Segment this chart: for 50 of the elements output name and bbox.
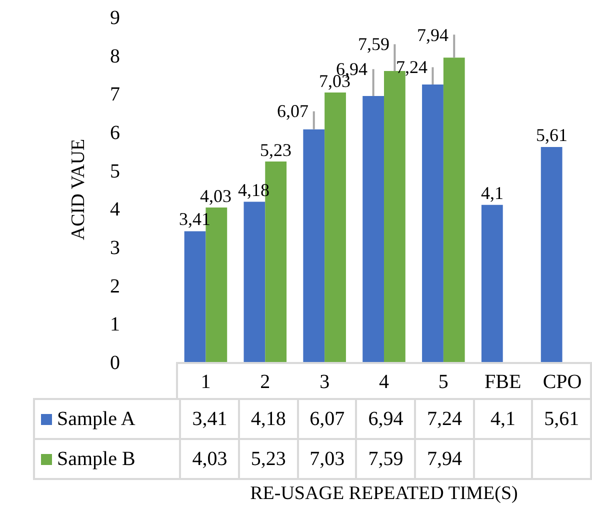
y-tick-label: 0 [110,352,120,374]
text: 6,07 [277,101,308,121]
y-tick-label: 9 [110,7,120,29]
x-tick-label: 3 [320,371,330,393]
data-label: 6,94 [356,399,416,439]
x-tick-label: 5 [438,371,448,393]
bar [324,92,346,362]
text: 5,61 [536,125,568,145]
data-label: 7,59 [356,439,416,479]
y-tick-label: 4 [110,198,120,221]
legend-label: Sample A [57,408,136,430]
text: 5,23 [260,140,292,160]
x-tick-label: 2 [260,371,270,393]
x-tick-label: 1 [200,371,211,393]
text: 7,24 [396,57,428,77]
bar [481,204,503,362]
bar [184,231,206,362]
y-tick-label: 8 [110,45,120,68]
data-label: 4,1 [474,399,532,439]
y-tick-label: 1 [110,314,120,336]
bar [422,84,444,362]
text: 4,03 [200,186,232,206]
y-tick-label: 2 [110,275,120,298]
text: 4,1 [481,183,504,203]
text: 7,94 [417,25,448,45]
x-axis-title: RE-USAGE REPEATED TIME(S) [249,483,519,505]
bar [303,129,325,362]
data-label: 7,24 [415,399,474,439]
y-tick-label: 5 [110,160,120,182]
y-axis-title: ACID VAUE [68,138,89,240]
bar [362,96,384,362]
legend-label: Sample B [57,448,136,470]
y-tick-label: 6 [110,122,120,144]
data-label: 3,41 [180,399,240,439]
bar [540,146,562,362]
x-tick-label: 4 [379,371,389,393]
data-label: 6,07 [298,399,356,439]
x-tick-label: CPO [542,371,582,393]
data-label: 4,03 [180,439,240,479]
data-label: 7,03 [298,439,356,479]
bar [443,58,465,362]
y-tick-label: 3 [110,237,120,259]
data-label: 5,61 [532,399,591,439]
data-label: 5,23 [239,439,298,479]
y-tick-label: 7 [110,84,120,106]
x-tick-label: FBE [484,371,522,393]
data-label: 7,94 [415,439,474,479]
bar [244,202,266,362]
text: 7,59 [358,34,390,54]
data-label: 4,18 [239,399,298,439]
